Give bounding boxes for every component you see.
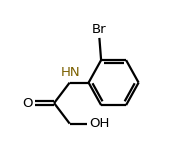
Text: HN: HN [61,66,80,79]
Text: Br: Br [92,23,107,36]
Text: O: O [22,97,33,110]
Text: OH: OH [89,117,110,130]
